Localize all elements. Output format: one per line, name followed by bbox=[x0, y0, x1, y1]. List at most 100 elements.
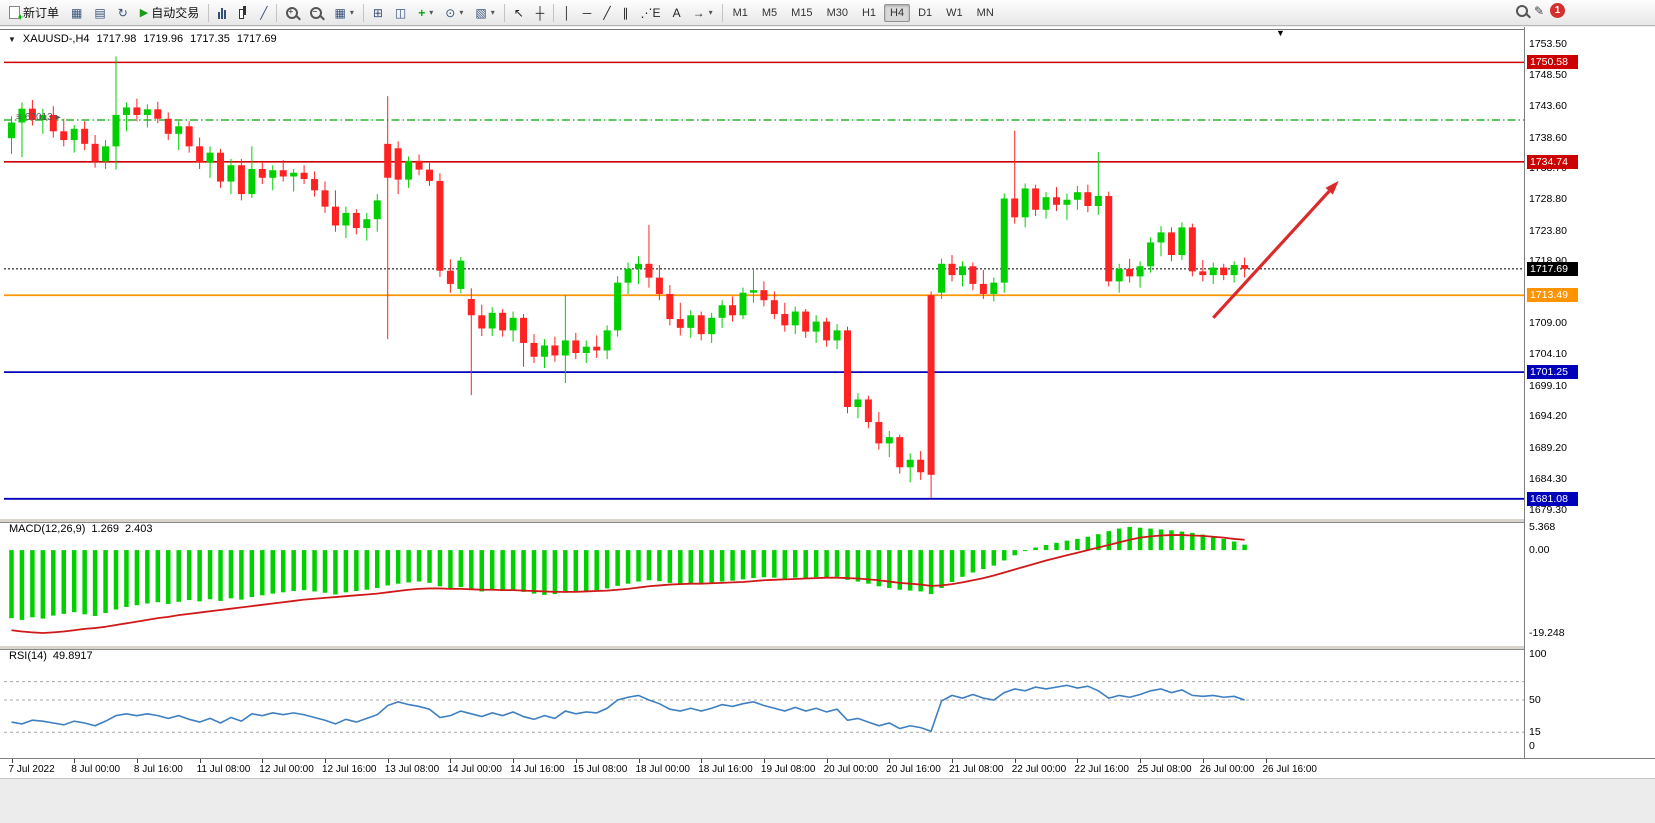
notification-badge[interactable]: 1 bbox=[1550, 3, 1566, 18]
chart-object-label[interactable]: ≡ 67013 ▸ bbox=[16, 112, 61, 123]
macd-bar bbox=[657, 550, 662, 582]
time-tick bbox=[952, 759, 953, 763]
time-axis[interactable]: 7 Jul 2022 8 Jul 00:00 8 Jul 16:00 11 Jul 0… bbox=[0, 758, 1655, 778]
trendline-button[interactable]: ╱ bbox=[598, 4, 615, 22]
fibonacci-button[interactable]: ⋰E bbox=[636, 4, 666, 22]
add-indicator-button[interactable]: + ▾ bbox=[413, 4, 438, 22]
macd-bar bbox=[385, 550, 390, 586]
macd-bar bbox=[333, 550, 338, 595]
zoom-out-button[interactable]: − bbox=[305, 4, 327, 22]
macd-svg[interactable] bbox=[4, 521, 1524, 645]
cursor-button[interactable]: ↖ bbox=[509, 4, 529, 22]
macd-bar bbox=[71, 550, 77, 613]
pane-separator[interactable] bbox=[0, 518, 1655, 523]
macd-bar bbox=[51, 550, 56, 616]
vertical-line-button[interactable]: │ bbox=[558, 4, 576, 22]
arrows-tool-button[interactable]: → ▾ bbox=[688, 4, 718, 22]
tile-vertical-button[interactable]: ◫ bbox=[390, 4, 411, 22]
channel-button[interactable]: ∥ bbox=[618, 4, 634, 22]
timeframe-h1-button[interactable]: H1 bbox=[861, 6, 877, 19]
time-axis-label: 20 Jul 00:00 bbox=[823, 764, 879, 775]
macd-bar bbox=[82, 550, 87, 615]
new-chart-button[interactable]: ▦ bbox=[66, 4, 87, 22]
candle bbox=[645, 263, 653, 278]
rsi-svg[interactable] bbox=[4, 648, 1524, 755]
time-tick bbox=[763, 759, 765, 763]
text-tool-button[interactable]: A bbox=[668, 4, 686, 22]
timeframe-w1-button[interactable]: W1 bbox=[946, 6, 963, 19]
profiles-button[interactable]: ▤ bbox=[89, 4, 110, 22]
search-icon[interactable] bbox=[1516, 4, 1528, 17]
scroll-end-marker-icon[interactable]: ▼ bbox=[1276, 28, 1285, 38]
new-order-button[interactable]: 新订单 bbox=[4, 1, 64, 24]
main-chart-svg[interactable] bbox=[4, 30, 1524, 518]
chart-high-value: 1719.96 bbox=[143, 33, 184, 45]
macd-bar bbox=[145, 550, 150, 604]
macd-bar bbox=[489, 550, 495, 591]
macd-bar bbox=[1158, 529, 1164, 551]
macd-bar bbox=[448, 550, 453, 589]
zoom-in-button[interactable]: + bbox=[281, 4, 303, 22]
periods-button[interactable]: ⊙ ▾ bbox=[440, 4, 468, 22]
candle bbox=[248, 168, 256, 195]
chart-window: ▼ XAUUSD-,H4 1717.98 1719.96 1717.35 171… bbox=[0, 27, 1655, 823]
macd-bar bbox=[688, 550, 693, 584]
horizontal-line-button[interactable]: ─ bbox=[578, 4, 597, 22]
tile-windows-button[interactable]: ▦ ▾ bbox=[329, 4, 358, 22]
macd-bar bbox=[730, 550, 735, 581]
auto-trading-button[interactable]: ▶ 自动交易 bbox=[135, 1, 204, 24]
macd-plot[interactable]: MACD(12,26,9) 1.269 2.403 bbox=[4, 521, 1524, 645]
candle bbox=[802, 311, 810, 332]
macd-bar bbox=[510, 550, 516, 590]
candle bbox=[1032, 188, 1040, 210]
price-badge: 1734.74 bbox=[1527, 154, 1578, 169]
line-chart-button[interactable]: ╱ bbox=[255, 4, 272, 22]
time-tick bbox=[136, 759, 138, 763]
candle bbox=[749, 290, 757, 293]
candle bbox=[499, 312, 507, 331]
price-axis[interactable]: 1753.501748.501743.601738.601733.701728.… bbox=[1524, 27, 1655, 758]
fibonacci-icon: ⋰E bbox=[640, 5, 661, 20]
candle bbox=[70, 128, 78, 141]
macd-bar bbox=[667, 550, 673, 583]
macd-bar bbox=[197, 550, 202, 602]
timeframe-mn-button[interactable]: MN bbox=[976, 6, 994, 19]
pane-separator[interactable] bbox=[0, 645, 1655, 650]
macd-bar bbox=[907, 550, 913, 591]
timeframe-m30-button[interactable]: M30 bbox=[826, 6, 848, 19]
macd-bar bbox=[845, 550, 850, 580]
time-axis-label: 21 Jul 08:00 bbox=[949, 764, 1004, 775]
candle bbox=[781, 314, 789, 326]
candlestick-plot[interactable]: ▼ ≡ 67013 ▸ bbox=[4, 28, 1524, 518]
macd-bar bbox=[61, 550, 66, 614]
timeframe-h4-button[interactable]: H4 bbox=[884, 3, 911, 22]
bar-chart-button[interactable] bbox=[213, 4, 231, 22]
candle bbox=[91, 143, 99, 162]
macd-bar bbox=[866, 550, 871, 584]
zoom-in-icon: + bbox=[286, 6, 299, 19]
macd-bar bbox=[406, 550, 411, 583]
refresh-button[interactable]: ↻ bbox=[113, 4, 133, 22]
timeframe-m5-button[interactable]: M5 bbox=[761, 6, 778, 19]
cascade-windows-button[interactable]: ⊞ bbox=[368, 4, 388, 22]
time-axis-label: 14 Jul 16:00 bbox=[510, 764, 565, 775]
candle bbox=[1105, 195, 1113, 282]
candle bbox=[1000, 198, 1008, 283]
indicators-add-icon: + bbox=[418, 5, 426, 20]
timeframe-d1-button[interactable]: D1 bbox=[918, 6, 933, 19]
edit-pencil-icon[interactable]: ✎ bbox=[1534, 3, 1545, 18]
candle bbox=[269, 170, 277, 178]
text-label-icon: A bbox=[672, 5, 681, 20]
candlestick-chart-button[interactable] bbox=[233, 3, 253, 22]
crosshair-button[interactable]: ┼ bbox=[531, 4, 550, 22]
chart-dropdown-icon[interactable]: ▼ bbox=[8, 34, 16, 44]
candle bbox=[854, 399, 862, 407]
candle bbox=[384, 143, 392, 178]
templates-button[interactable]: ▧ ▾ bbox=[470, 4, 499, 22]
candle bbox=[655, 277, 663, 294]
rsi-plot[interactable]: RSI(14) 49.8917 bbox=[4, 648, 1524, 755]
macd-bar bbox=[30, 550, 35, 618]
time-tick bbox=[638, 759, 640, 763]
timeframe-m15-button[interactable]: M15 bbox=[791, 6, 813, 19]
timeframe-m1-button[interactable]: M1 bbox=[732, 6, 748, 19]
